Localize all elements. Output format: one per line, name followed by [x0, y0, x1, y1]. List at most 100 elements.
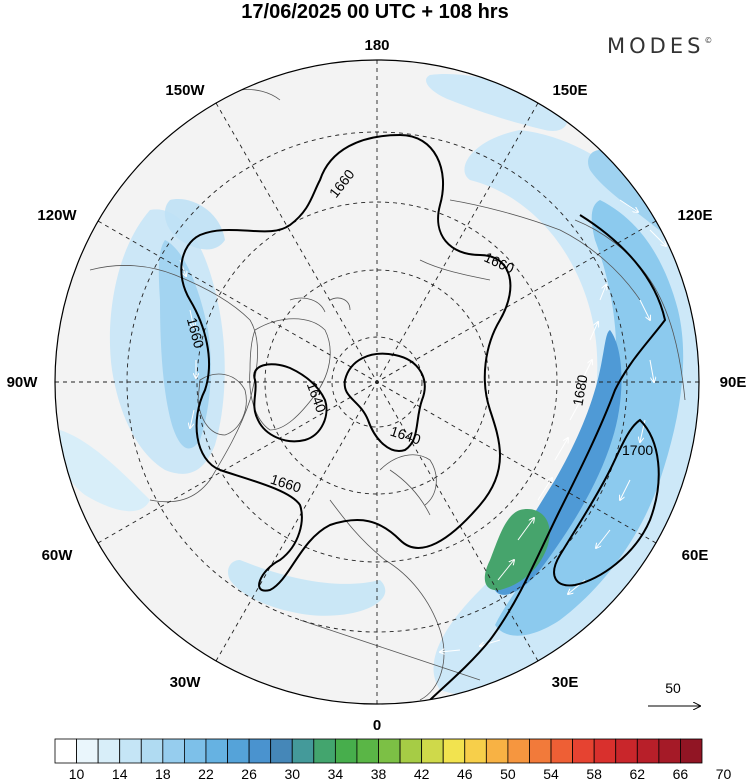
colorbar-tick-label: 38	[371, 766, 387, 782]
colorbar-swatch	[162, 738, 185, 764]
wind-vector	[620, 479, 631, 500]
colorbar-swatch	[399, 738, 423, 764]
jet-band-south	[228, 560, 386, 616]
wind-vector	[596, 529, 611, 548]
colorbar-tick-label: 18	[155, 766, 171, 782]
colorbar-swatch	[442, 738, 466, 764]
colorbar-swatch	[421, 738, 444, 764]
contour-label-1680: 1680	[569, 373, 590, 407]
colorbar-swatch	[680, 738, 703, 764]
colorbar-swatch	[270, 738, 293, 764]
jet-band-west-core	[158, 240, 211, 449]
coast-scandinavia	[379, 454, 437, 506]
colorbar-swatch	[76, 738, 99, 764]
wind-vector	[497, 560, 514, 581]
colorbar-swatch	[550, 738, 574, 764]
wind-vector	[189, 309, 194, 328]
wind-vector	[517, 518, 534, 541]
map-boundary	[54, 59, 700, 705]
colorbar-swatch	[615, 738, 638, 764]
colorbar-swatch	[248, 738, 272, 764]
colorbar-tick-label: 30	[284, 766, 300, 782]
contour-1660-main	[180, 133, 512, 592]
contour-1640-west	[253, 363, 328, 443]
label-150w: 150W	[165, 82, 205, 99]
colorbar-tick-label: 46	[457, 766, 473, 782]
colorbar-swatch	[378, 738, 401, 764]
copyright-mark: ©	[704, 36, 713, 45]
wind-vector	[639, 299, 650, 320]
colorbar-swatch	[205, 738, 228, 764]
colorbar-swatch	[119, 738, 142, 764]
label-30e: 30E	[552, 674, 579, 691]
wind-vector	[440, 650, 461, 652]
colorbar-tick-label: 66	[673, 766, 689, 782]
label-150e: 150E	[552, 82, 587, 99]
wind-vector	[537, 478, 552, 501]
colorbar-tick-label: 34	[328, 766, 344, 782]
colorbar-swatch	[291, 738, 315, 764]
colorbar-tick-label: 62	[630, 766, 646, 782]
colorbar-swatch	[97, 738, 121, 764]
map-disk: 1660 1660 1660 1660 1640 1640 1680 1700	[55, 60, 699, 704]
coast-greenland	[249, 318, 331, 431]
colorbar-tick-label: 50	[500, 766, 516, 782]
label-90w: 90W	[7, 374, 39, 391]
contour-label-1700: 1700	[622, 442, 653, 458]
label-180: 180	[364, 37, 389, 54]
coast-north-america	[89, 265, 258, 503]
wind-vector	[589, 322, 598, 341]
wind-vector	[190, 409, 195, 428]
colorbar: 10 14 18 22 26 30 34 38 42 46 50 54 58 62 66 70	[54, 738, 732, 782]
coast-alaska	[239, 89, 281, 101]
label-30w: 30W	[170, 674, 202, 691]
label-60e: 60E	[682, 547, 709, 564]
colorbar-swatch	[183, 738, 207, 764]
meridian-labels: 180 150W 150E 120W 120E 90W 90E 60W 60E …	[7, 37, 747, 734]
coast-arctic-islands	[289, 297, 351, 313]
wind-vector	[649, 229, 666, 246]
coast-hudson-bay	[197, 373, 247, 436]
label-120w: 120W	[37, 207, 77, 224]
wind-vector	[480, 639, 501, 646]
colorbar-tick-label: 14	[112, 766, 128, 782]
colorbar-swatch	[313, 738, 336, 764]
contour-label-1660-west: 1660	[184, 316, 208, 350]
brand-name: MODES	[607, 34, 705, 58]
label-90e: 90E	[720, 374, 747, 391]
reference-vector-value: 50	[665, 680, 681, 696]
contour-1680	[429, 214, 667, 701]
label-120e: 120E	[677, 207, 712, 224]
coast-asia-east	[574, 219, 686, 401]
latitude-circle-80	[331, 336, 423, 428]
colorbar-swatch	[485, 738, 509, 764]
jet-band-north	[426, 74, 568, 131]
coast-siberia	[419, 199, 641, 301]
colorbar-swatch	[356, 738, 379, 764]
colorbar-swatch	[658, 738, 681, 764]
wind-vector	[599, 285, 606, 301]
wind-vector	[619, 199, 638, 212]
colorbar-tick-label: 58	[586, 766, 602, 782]
contour-1640-east	[343, 352, 426, 452]
colorbar-tick-label: 54	[543, 766, 559, 782]
wind-vector	[554, 438, 568, 461]
wind-vectors	[179, 199, 666, 652]
colorbar-swatch	[507, 738, 530, 764]
jet-band-northwest	[164, 199, 225, 250]
colorbar-tick-label: 42	[414, 766, 430, 782]
wind-vector	[581, 360, 592, 381]
label-60w: 60W	[42, 547, 74, 564]
colorbar-swatch	[227, 738, 250, 764]
colorbar-swatch	[593, 738, 617, 764]
wind-vector	[569, 398, 582, 421]
colorbar-swatch	[140, 738, 164, 764]
meridian-60e-120w	[97, 220, 657, 544]
jet-band-southwest	[58, 430, 150, 512]
latitude-circle-60	[196, 201, 558, 563]
colorbar-swatch	[464, 738, 487, 764]
colorbar-swatch	[54, 738, 77, 764]
jet-band-east-peak	[484, 509, 550, 591]
colorbar-tick-label: 26	[241, 766, 257, 782]
